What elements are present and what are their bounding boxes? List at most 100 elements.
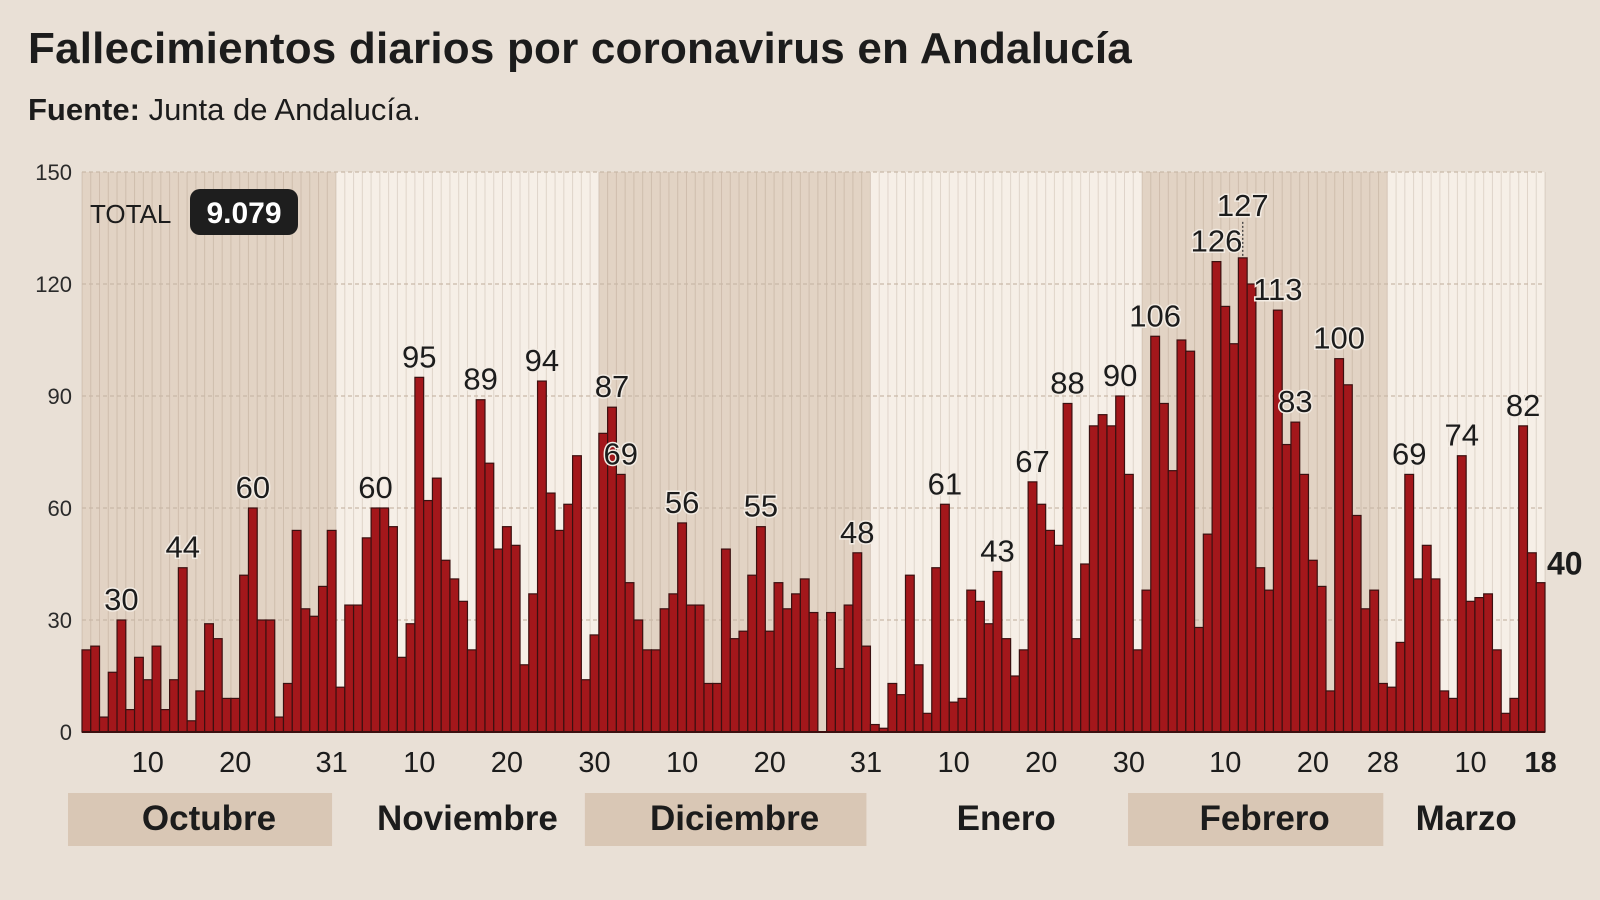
bar [396, 656, 407, 733]
bar [1132, 649, 1143, 733]
bar [151, 645, 162, 733]
data-label: 87 [595, 369, 629, 404]
bar [1193, 626, 1204, 733]
bar [1351, 514, 1362, 733]
bar [983, 623, 994, 733]
source-value: Junta de Andalucía. [148, 92, 421, 127]
bar [1202, 533, 1213, 733]
bar [799, 578, 810, 733]
bar [703, 682, 714, 733]
data-label: 83 [1278, 384, 1312, 419]
bar [773, 582, 784, 733]
bar [659, 608, 670, 733]
bar [274, 716, 285, 733]
bar [1115, 395, 1126, 733]
bar [1071, 638, 1082, 733]
bar [230, 697, 241, 733]
y-tick-label: 0 [60, 720, 72, 745]
bar [90, 645, 101, 733]
bar [1246, 283, 1257, 733]
data-label: 40 [1547, 546, 1583, 582]
bar [1053, 544, 1064, 733]
bar [1036, 503, 1047, 733]
data-label: 67 [1015, 444, 1049, 479]
bar [317, 585, 328, 733]
data-label: 69 [604, 436, 638, 471]
data-label: 60 [236, 470, 270, 505]
bar [326, 529, 337, 733]
bar [484, 462, 495, 733]
bar [677, 522, 688, 733]
data-label: 126 [1191, 224, 1243, 259]
bar [1535, 582, 1546, 733]
x-tick-label: 10 [1454, 747, 1486, 779]
bar [1097, 414, 1108, 733]
bar [861, 645, 872, 733]
bar [247, 507, 258, 733]
bar [388, 526, 398, 733]
bar [466, 649, 477, 733]
bar [475, 399, 486, 733]
bar [528, 593, 539, 733]
month-band [1128, 793, 1384, 846]
data-label: 90 [1103, 358, 1137, 393]
data-label: 82 [1506, 388, 1540, 423]
bar [1299, 473, 1310, 733]
bar [922, 712, 933, 733]
x-tick-label: 20 [1025, 747, 1057, 779]
bar [712, 682, 723, 733]
bar [177, 567, 188, 733]
bar [1307, 559, 1318, 733]
month-band [584, 793, 867, 846]
x-tick-label: 20 [491, 747, 523, 779]
bar [1386, 686, 1397, 733]
bar [1377, 682, 1388, 733]
x-tick-label: 31 [850, 747, 882, 779]
bar [615, 473, 626, 733]
bar [992, 570, 1003, 733]
bar [1430, 578, 1441, 733]
bar [764, 630, 775, 733]
bar [405, 623, 416, 733]
bar [974, 600, 985, 733]
bar [98, 716, 109, 733]
chart-source: Fuente: Junta de Andalucía. [28, 92, 421, 128]
bar [1526, 552, 1537, 733]
bar [571, 455, 582, 733]
bar [685, 604, 696, 733]
bar [1027, 481, 1038, 733]
data-label: 113 [1253, 272, 1302, 307]
bar [1106, 425, 1117, 733]
bar [212, 638, 223, 733]
x-tick-label: 30 [1113, 747, 1145, 779]
data-label: 127 [1217, 188, 1269, 223]
bar [1483, 593, 1494, 733]
bar [948, 701, 959, 733]
x-tick-label: 10 [666, 747, 698, 779]
bar [1141, 589, 1152, 733]
bar [966, 589, 977, 733]
bar [440, 559, 451, 733]
bar [309, 615, 320, 733]
bar [107, 671, 118, 733]
bar [598, 432, 609, 733]
total-badge [190, 189, 298, 235]
bar [1360, 608, 1371, 733]
bar [790, 593, 801, 733]
source-label: Fuente: [28, 92, 140, 127]
bar [265, 619, 276, 733]
bar [204, 623, 215, 733]
month-label: Diciembre [650, 799, 819, 838]
x-tick-label: 20 [754, 747, 786, 779]
bar [843, 604, 854, 733]
bar [1500, 712, 1511, 733]
bar [869, 723, 880, 733]
bar [1185, 350, 1196, 733]
data-label: 106 [1129, 298, 1181, 333]
data-label: 43 [980, 533, 1014, 568]
bar [116, 619, 127, 733]
bar [1474, 596, 1485, 733]
bar [782, 608, 793, 733]
bar [501, 526, 512, 733]
